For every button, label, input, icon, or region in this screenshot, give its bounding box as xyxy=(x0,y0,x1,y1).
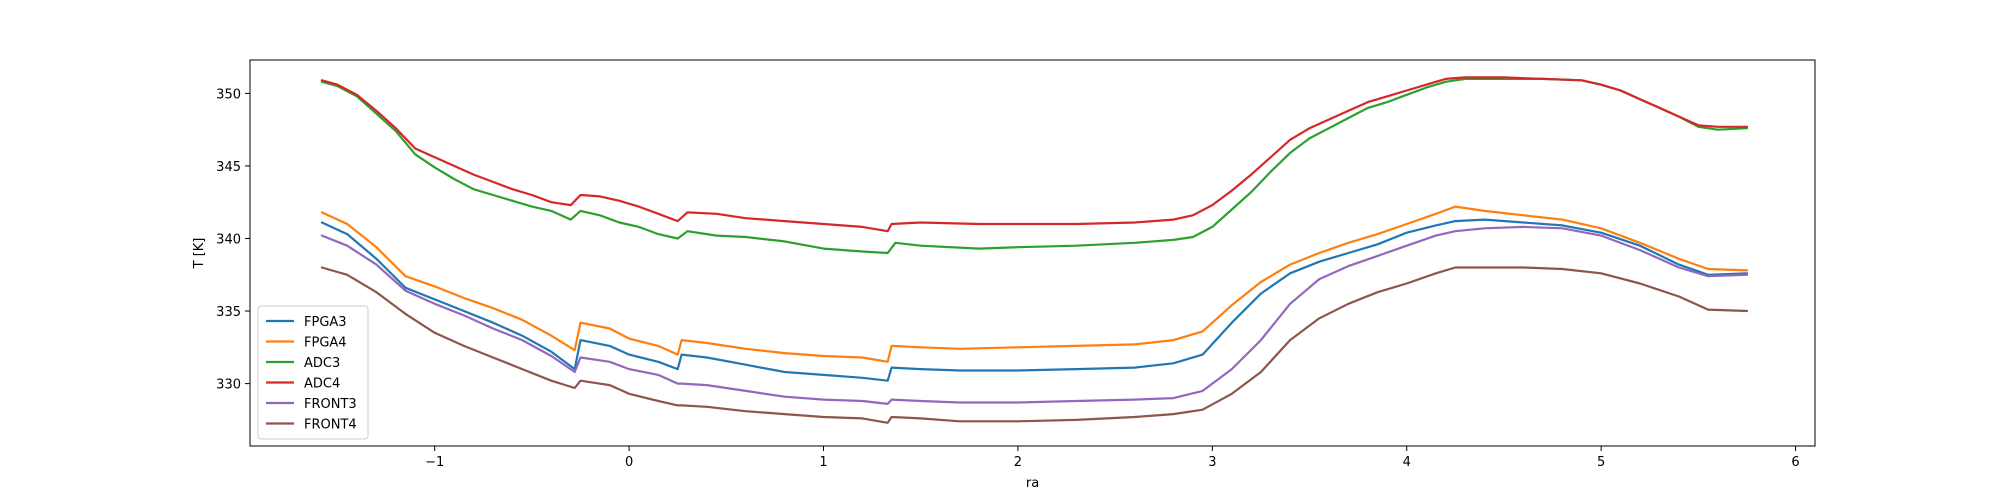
series-line-front3 xyxy=(320,225,1749,405)
series-line-fpga3 xyxy=(320,218,1749,382)
legend-label: ADC4 xyxy=(304,377,340,392)
series-line-adc4 xyxy=(320,76,1749,233)
series-line-fpga4 xyxy=(320,205,1749,363)
y-tick-label: 350 xyxy=(216,87,241,102)
x-tick-label: 6 xyxy=(1791,455,1799,470)
series-line-front4 xyxy=(320,266,1749,424)
x-tick-label: −1 xyxy=(425,455,444,470)
legend-label: FRONT3 xyxy=(304,397,357,412)
legend-label: FPGA3 xyxy=(304,315,347,330)
x-axis-label: ra xyxy=(1026,476,1039,491)
x-tick-label: 1 xyxy=(819,455,827,470)
x-tick-label: 4 xyxy=(1403,455,1411,470)
y-tick-label: 340 xyxy=(216,232,241,247)
plot-area xyxy=(320,76,1749,424)
x-tick-label: 2 xyxy=(1014,455,1022,470)
legend-box xyxy=(257,305,369,440)
y-tick-label: 345 xyxy=(216,160,241,175)
legend-label: FRONT4 xyxy=(304,418,357,433)
x-tick-label: 0 xyxy=(625,455,633,470)
x-tick-label: 5 xyxy=(1597,455,1605,470)
x-tick-label: 3 xyxy=(1208,455,1216,470)
legend-label: ADC3 xyxy=(304,356,340,371)
y-tick-label: 335 xyxy=(216,305,241,320)
legend: FPGA3 FPGA4 ADC3 ADC4 FRONT3 FRONT4 xyxy=(257,305,369,440)
series-line-adc3 xyxy=(320,77,1749,255)
y-axis-label: T [K] xyxy=(192,238,207,270)
y-tick-label: 330 xyxy=(216,378,241,393)
axes-frame xyxy=(249,59,1816,447)
legend-label: FPGA4 xyxy=(304,336,347,351)
